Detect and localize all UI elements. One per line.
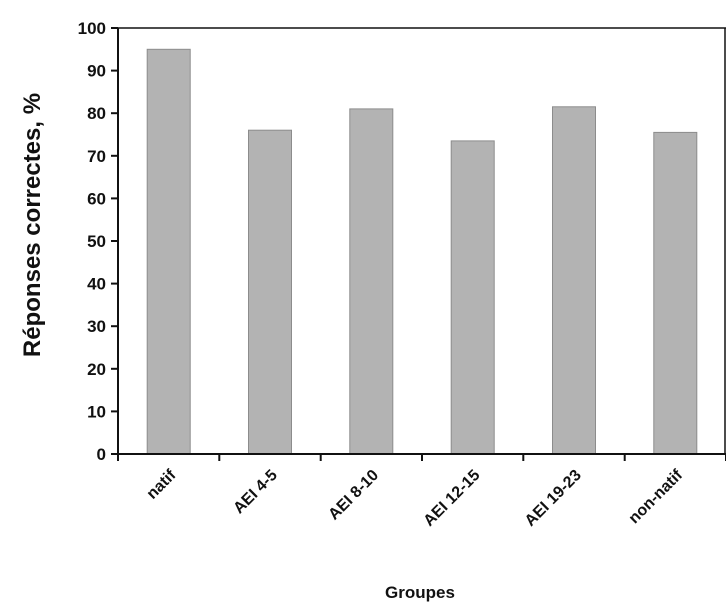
bar-aei-8-10 (349, 108, 394, 455)
x-tick-label: AEI 8-10 (325, 467, 382, 524)
y-tick-label: 0 (97, 445, 106, 464)
x-tick-label: non-natif (626, 466, 687, 527)
x-tick-label: natif (144, 466, 180, 502)
x-tick-label: AEI 4-5 (230, 467, 280, 517)
y-tick-label: 40 (87, 275, 106, 294)
bar-natif (146, 48, 191, 455)
x-axis-title: Groupes (385, 583, 455, 602)
y-tick-label: 50 (87, 232, 106, 251)
bars-layer (146, 48, 698, 455)
bar-aei-19-23 (552, 106, 596, 455)
y-tick-label: 60 (87, 189, 106, 208)
y-tick-label: 80 (87, 104, 106, 123)
y-tick-label: 70 (87, 147, 106, 166)
bar-aei-12-15 (450, 140, 495, 455)
y-axis-title: Réponses correctes, % (19, 93, 46, 357)
x-tick-label: AEI 19-23 (522, 467, 585, 530)
bar-aei-4-5 (248, 129, 292, 455)
y-tick-label: 100 (78, 19, 106, 38)
bar-non-natif (653, 131, 698, 455)
y-tick-label: 10 (87, 402, 106, 421)
y-tick-label: 20 (87, 360, 106, 379)
y-tick-label: 90 (87, 62, 106, 81)
x-tick-label: AEI 12-15 (421, 467, 484, 530)
axes-layer (111, 27, 726, 461)
y-tick-label: 30 (87, 317, 106, 336)
